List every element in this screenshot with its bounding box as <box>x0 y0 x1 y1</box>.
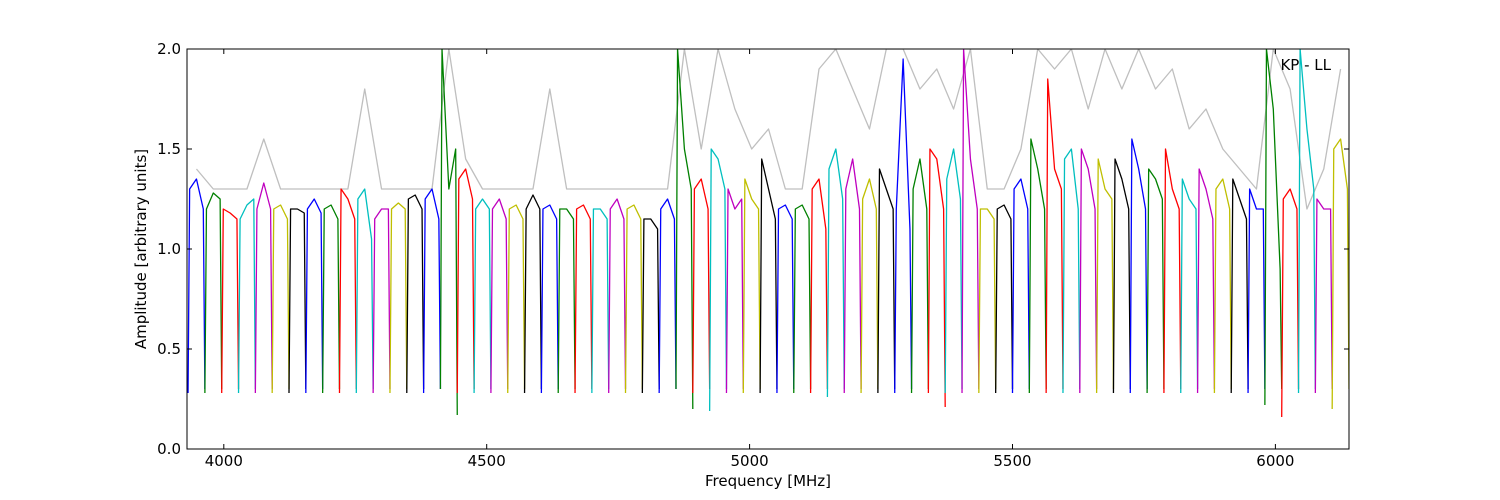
series-line <box>1028 138 1047 394</box>
series-line <box>523 194 543 394</box>
series-line <box>1230 178 1249 394</box>
series-line <box>759 158 778 394</box>
series-line <box>338 188 357 394</box>
series-line <box>1180 178 1199 394</box>
series-line <box>271 204 290 394</box>
series-line <box>1331 138 1349 410</box>
series-line <box>843 158 862 394</box>
series-line <box>389 202 408 394</box>
series-line <box>1297 49 1316 394</box>
y-tick-label: 0.0 <box>157 440 181 458</box>
series-line <box>692 178 711 394</box>
series-line <box>195 49 1342 210</box>
series-line <box>860 178 879 394</box>
series-line <box>473 198 492 394</box>
series-line <box>1095 158 1115 394</box>
series-line <box>490 198 509 394</box>
series-line <box>557 208 576 394</box>
series-line <box>978 208 997 394</box>
series-line <box>608 198 627 394</box>
series-line <box>826 148 845 398</box>
series-line <box>624 204 643 394</box>
series-line <box>793 204 812 394</box>
series-line <box>221 208 240 394</box>
series-line <box>877 168 896 394</box>
y-tick-label: 0.5 <box>157 340 181 358</box>
plot-area <box>187 49 1349 449</box>
series-line <box>187 178 206 394</box>
series-line <box>372 208 391 394</box>
series-line <box>422 188 442 394</box>
series-line <box>725 188 744 394</box>
x-tick-label: 4500 <box>468 452 506 470</box>
series-line <box>1146 168 1165 394</box>
series-line <box>961 49 980 394</box>
annotation: KP - LL <box>1280 56 1331 74</box>
series-line <box>1112 158 1131 394</box>
series-line <box>776 204 795 394</box>
series-line <box>507 204 526 394</box>
series-line <box>708 148 728 412</box>
series-line <box>1079 148 1098 394</box>
series-line <box>456 168 475 394</box>
series-line <box>1264 49 1283 406</box>
series-line <box>927 148 946 408</box>
series-line <box>1213 178 1232 394</box>
series-line <box>1062 148 1081 394</box>
series-line <box>288 208 307 394</box>
series-line <box>355 188 374 394</box>
series-line <box>1247 188 1266 394</box>
y-tick-label: 1.5 <box>157 140 181 158</box>
y-tick-label: 1.0 <box>157 240 181 258</box>
series-line <box>1281 188 1300 418</box>
series-line <box>658 198 677 394</box>
series-line <box>809 178 829 394</box>
series-line <box>305 198 324 394</box>
series-line <box>237 198 256 394</box>
series-line <box>742 178 761 394</box>
x-tick-label: 5500 <box>993 452 1031 470</box>
series-line <box>944 148 963 394</box>
series-line <box>574 204 593 394</box>
series-line <box>910 158 930 394</box>
series-line <box>591 208 610 394</box>
series-line <box>995 204 1014 394</box>
series-line <box>1129 138 1148 394</box>
series-line <box>1011 178 1030 394</box>
x-tick-label: 4000 <box>205 452 243 470</box>
x-tick-label: 5000 <box>731 452 769 470</box>
x-axis-label: Frequency [MHz] <box>705 472 831 490</box>
series-line <box>322 204 341 394</box>
y-axis-label: Amplitude [arbitrary units] <box>132 149 150 349</box>
series-line <box>894 58 913 394</box>
series-line <box>1163 148 1182 394</box>
series-line <box>540 204 559 394</box>
series-line <box>641 218 660 394</box>
lines <box>187 49 1349 418</box>
series-line <box>675 49 694 410</box>
series-line <box>1314 198 1333 394</box>
y-tick-label: 2.0 <box>157 40 181 58</box>
series-line <box>406 194 425 394</box>
series-line <box>1196 168 1216 394</box>
series-line <box>204 192 223 394</box>
x-tick-label: 6000 <box>1256 452 1294 470</box>
series-line <box>439 49 458 416</box>
series-line <box>254 182 273 394</box>
series-line <box>1045 78 1064 394</box>
